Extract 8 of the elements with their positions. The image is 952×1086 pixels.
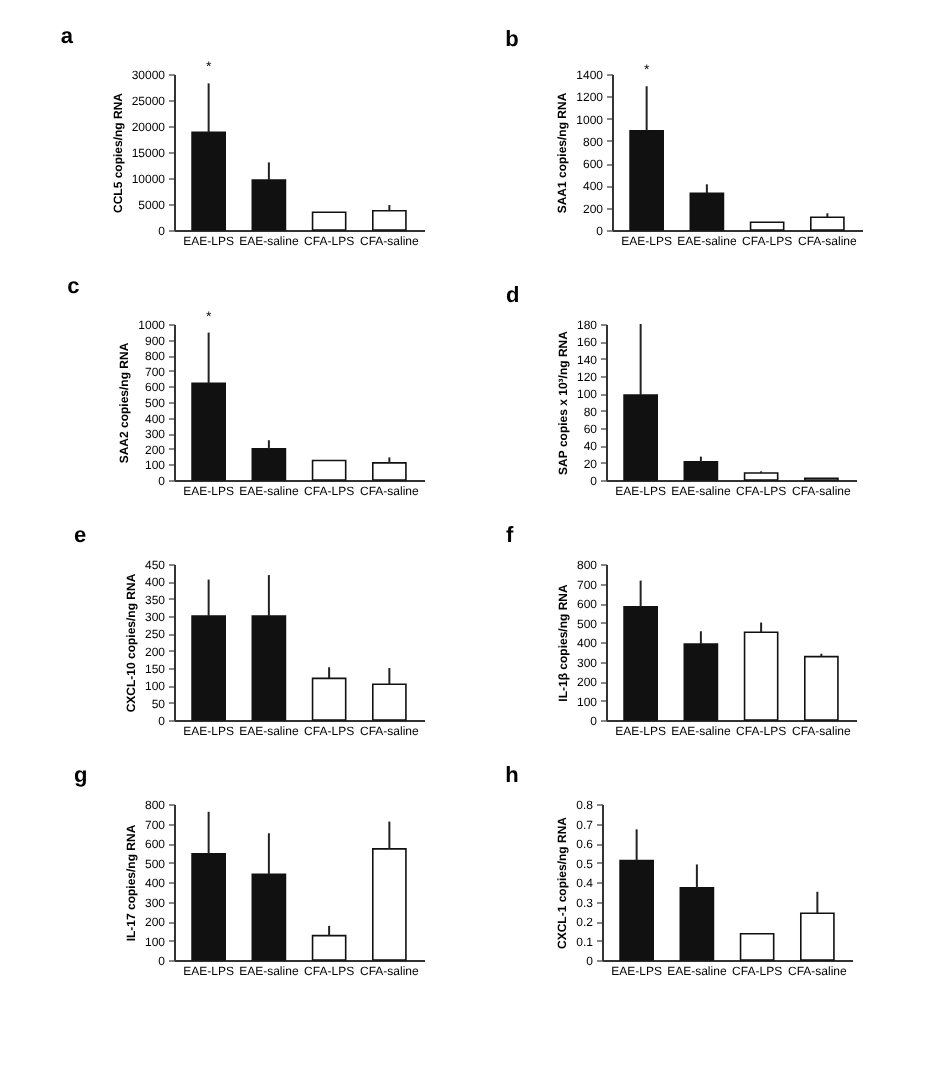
chart-title: a: [60, 25, 75, 50]
chart-title: g: [73, 764, 88, 788]
chart-title: b: [505, 28, 520, 53]
chart-title: c: [67, 274, 80, 299]
chart-title: h: [505, 764, 520, 788]
chart-title: f: [505, 524, 514, 548]
chart-title: e: [73, 524, 87, 548]
chart-title: d: [505, 284, 520, 308]
